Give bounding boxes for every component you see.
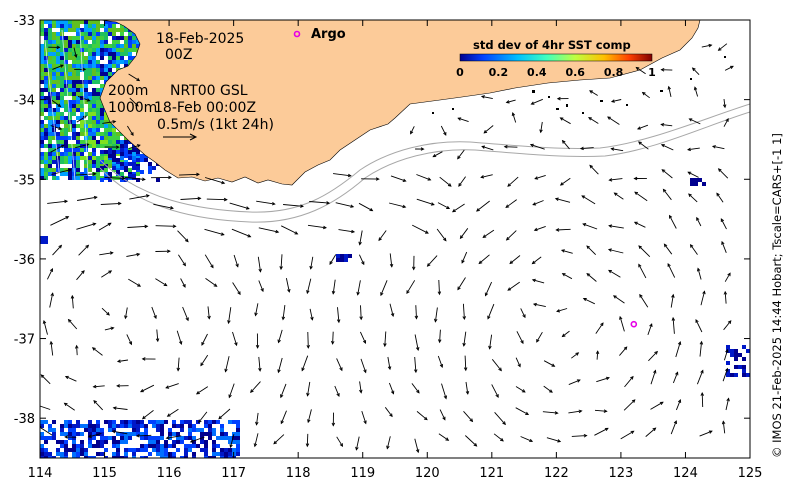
plot-frame <box>39 19 751 459</box>
x-tick-label: 121 <box>479 466 504 481</box>
y-tick-label: -34 <box>14 94 35 109</box>
x-axis: 114 115 116 117 118 119 120 121 122 123 124 125 <box>28 20 763 481</box>
isobath-lines <box>99 103 750 223</box>
inshore-flow-lines <box>44 29 89 181</box>
current-vectors <box>40 43 734 454</box>
x-tick-label: 122 <box>544 466 569 481</box>
colorbar-ticks: 0 0.2 0.4 0.6 0.8 1 <box>456 66 656 79</box>
colorbar <box>459 53 653 62</box>
argo-legend-icon <box>293 30 301 38</box>
argo-legend-label: Argo <box>311 27 346 42</box>
y-tick-label: -38 <box>14 412 35 427</box>
time-label: 00Z <box>165 47 192 63</box>
credit-text: © IMOS 21-Feb-2025 14:44 Hobart; Tscale=… <box>770 133 784 458</box>
colorbar-tick-label: 0 <box>456 66 464 79</box>
colorbar-tick-label: 0.4 <box>527 66 547 79</box>
x-tick-label: 118 <box>286 466 311 481</box>
depth-1000-label: 1000m <box>108 100 157 116</box>
coastal-islands <box>432 56 726 114</box>
y-tick-label: -36 <box>14 253 35 268</box>
y-tick-label: -37 <box>14 333 35 348</box>
x-tick-label: 123 <box>608 466 633 481</box>
product-label: NRT00 GSL <box>170 83 248 99</box>
x-tick-label: 117 <box>221 466 246 481</box>
scale-label: 0.5m/s (1kt 24h) <box>157 117 274 133</box>
x-tick-label: 114 <box>28 466 53 481</box>
argo-float-marker[interactable] <box>630 320 638 328</box>
x-tick-label: 125 <box>738 466 763 481</box>
y-tick-label: -35 <box>14 173 35 188</box>
y-axis: -33 -34 -35 -36 -37 -38 <box>14 14 750 427</box>
x-tick-label: 115 <box>92 466 117 481</box>
colorbar-tick-label: 0.2 <box>489 66 509 79</box>
x-tick-label: 116 <box>157 466 182 481</box>
x-tick-label: 120 <box>415 466 440 481</box>
colorbar-tick-label: 0.6 <box>565 66 585 79</box>
depth-200-label: 200m <box>108 83 148 99</box>
colorbar-tick-label: 0.8 <box>604 66 624 79</box>
date-label: 18-Feb-2025 <box>156 31 244 47</box>
scale-arrow <box>163 133 198 141</box>
x-tick-label: 124 <box>673 466 698 481</box>
product-time-label: 18-Feb 00:00Z <box>154 100 256 116</box>
y-tick-label: -33 <box>14 14 35 29</box>
colorbar-title: std dev of 4hr SST comp <box>473 38 631 52</box>
colorbar-tick-label: 1 <box>648 66 656 79</box>
x-tick-label: 119 <box>350 466 375 481</box>
